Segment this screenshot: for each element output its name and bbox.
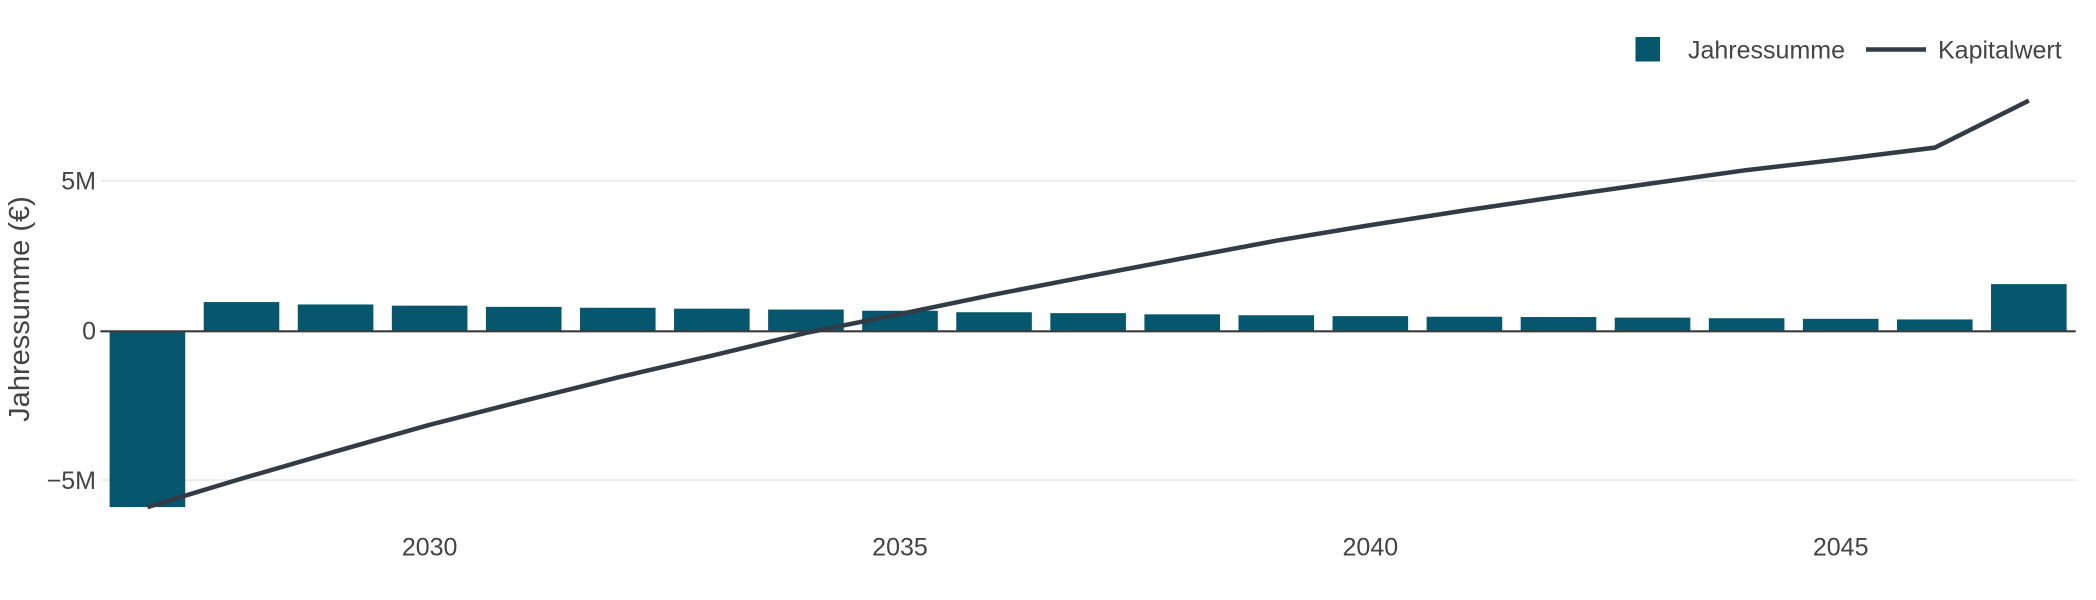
bar-2033[interactable]: [674, 308, 750, 332]
gridlines: [100, 179, 2076, 482]
x-tick-2035: 2035: [872, 533, 928, 561]
y-axis-title: Jahressumme (€): [4, 196, 36, 422]
y-tick-0: 0: [82, 317, 96, 345]
legend-item-jahressumme[interactable]: Jahressumme: [1635, 36, 1846, 64]
x-tick-2030: 2030: [402, 533, 458, 561]
bar-2047[interactable]: [1991, 284, 2067, 332]
bar-2042[interactable]: [1520, 317, 1597, 332]
bar-2027[interactable]: [109, 331, 186, 508]
y-axis-tick-labels: 5M 0 −5M: [47, 168, 96, 495]
bar-2034[interactable]: [768, 309, 844, 332]
y-tick-5M: 5M: [61, 168, 96, 196]
bar-2038[interactable]: [1144, 314, 1220, 332]
legend-label-jahressumme: Jahressumme: [1688, 36, 1845, 64]
legend-label-kapitalwert: Kapitalwert: [1938, 36, 2062, 64]
bar-2036[interactable]: [956, 312, 1032, 332]
bar-2045[interactable]: [1802, 318, 1879, 332]
bar-series-jahressumme: [109, 284, 2067, 508]
bar-2046[interactable]: [1896, 319, 1973, 332]
legend-item-kapitalwert[interactable]: Kapitalwert: [1866, 36, 2062, 64]
bar-2041[interactable]: [1426, 316, 1503, 332]
legend: Jahressumme Kapitalwert: [1635, 36, 2062, 64]
y-tick-−5M: −5M: [47, 467, 96, 495]
bar-2044[interactable]: [1708, 318, 1785, 332]
bar-2037[interactable]: [1050, 313, 1126, 332]
line-series-kapitalwert[interactable]: [146, 98, 2030, 510]
legend-swatch-jahressumme: [1635, 37, 1660, 62]
bar-2030[interactable]: [391, 305, 468, 332]
bar-2040[interactable]: [1332, 316, 1409, 332]
x-axis-tick-labels: 2030 2035 2040 2045: [402, 533, 1869, 561]
bar-2039[interactable]: [1238, 315, 1315, 332]
x-tick-2045: 2045: [1813, 533, 1869, 561]
bar-2029[interactable]: [297, 304, 374, 332]
bar-2031[interactable]: [485, 306, 562, 332]
x-tick-2040: 2040: [1343, 533, 1399, 561]
bar-2028[interactable]: [203, 302, 280, 332]
bar-2043[interactable]: [1614, 317, 1691, 332]
bar-2032[interactable]: [579, 307, 656, 332]
